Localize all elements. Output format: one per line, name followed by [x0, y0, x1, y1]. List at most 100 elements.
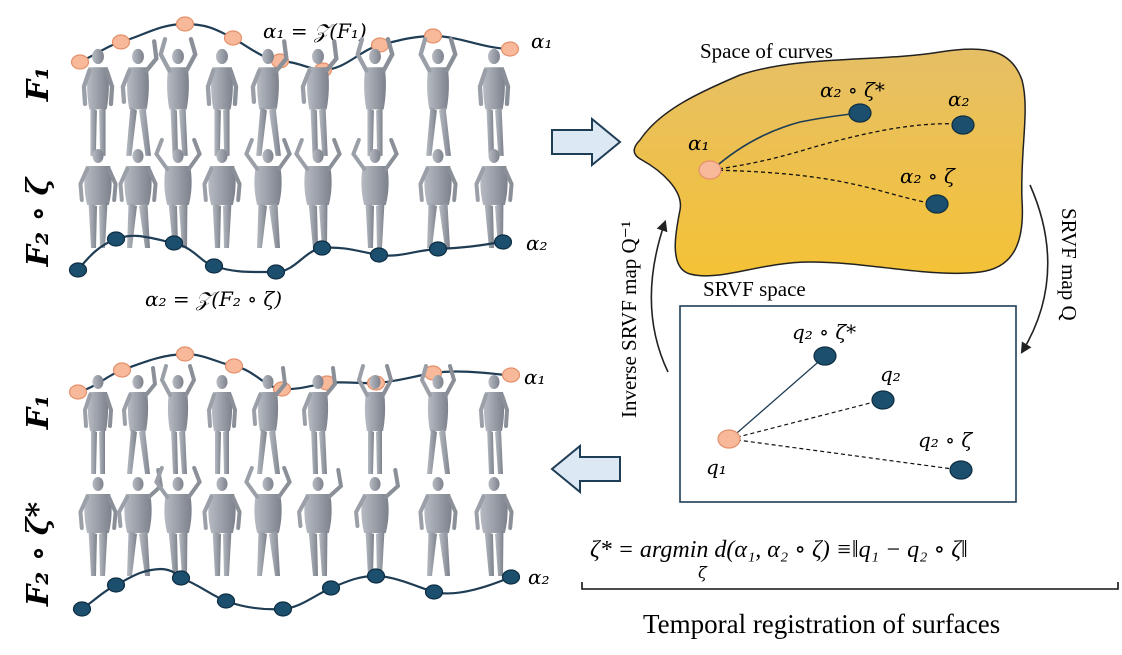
path-alpha1-alpha2 — [711, 123, 963, 171]
alpha2-node-bottom-2 — [106, 577, 126, 593]
alpha1-node-bottom-3 — [175, 346, 195, 362]
human-figure-icon — [82, 375, 114, 474]
alpha2-node-bottom-1 — [72, 601, 92, 617]
top-panel: F₁ F₂ ∘ ζ α₁ = 𝒵(F₁) α₁ α₂ α₂ = 𝒵(F₂ ∘ ζ… — [21, 16, 553, 311]
srvf-map-arrow — [1020, 184, 1049, 354]
human-figure-icon — [300, 39, 339, 156]
q2-label: q₂ — [880, 362, 901, 386]
alpha2-label-bottom: α₂ — [528, 565, 550, 589]
alpha1-node-top-2 — [111, 34, 131, 50]
human-figure-icon — [117, 468, 164, 576]
human-figure-icon — [474, 477, 514, 576]
alpha2-node-top-4 — [204, 258, 224, 274]
human-figure-icon — [244, 466, 292, 576]
block-arrow-left-icon — [550, 443, 621, 495]
inverse-srvf-map-arrow — [650, 219, 669, 373]
srvf-line-q1-q2-star — [729, 356, 825, 440]
human-figure-icon — [206, 375, 238, 474]
human-figure-icon — [159, 364, 197, 474]
alpha2-zeta-node — [925, 194, 949, 214]
human-figure-icon — [351, 138, 399, 248]
alpha2-node — [951, 115, 975, 135]
human-figure-icon — [418, 477, 458, 576]
alpha1-node-label: α₁ — [688, 131, 710, 155]
alpha1-node-top-4 — [223, 30, 243, 46]
human-figure-icon — [294, 138, 342, 248]
row-label-f2-zeta-star-bottom: F₂ ∘ ζ* — [21, 502, 56, 608]
space-of-curves: Space of curves α₁ α₂ ∘ ζ* α₂ α₂ ∘ ζ — [633, 39, 1026, 277]
alpha2-node-bottom-5 — [273, 601, 293, 617]
figure-row-f1-top — [81, 37, 511, 156]
space-of-curves-blob — [633, 48, 1026, 277]
alpha1-label-bottom: α₁ — [524, 365, 546, 389]
block-arrow-right-icon — [551, 116, 622, 168]
figure-row-f2-top — [78, 138, 514, 248]
srvf-map-label: SRVF map Q — [1057, 208, 1081, 321]
path-alpha1-alpha2-zeta — [711, 169, 937, 205]
q1-label: q₁ — [706, 455, 727, 479]
human-figure-icon — [81, 48, 115, 156]
alpha2-node-bottom-7 — [366, 568, 386, 584]
q2-star-node — [813, 346, 837, 366]
inverse-srvf-map-label: Inverse SRVF map Q⁻¹ — [617, 221, 641, 418]
alpha2-label-top: α₂ — [526, 231, 548, 255]
human-figure-icon — [419, 364, 457, 474]
alpha1-node-bottom-4 — [224, 358, 244, 374]
figure-row-f1-bottom — [82, 364, 510, 474]
human-figure-icon — [355, 37, 395, 156]
q2-zeta-node — [949, 460, 973, 480]
human-figure-icon — [477, 48, 511, 156]
caption: Temporal registration of surfaces — [643, 609, 1000, 639]
alpha1-node — [698, 160, 722, 180]
q2-star-label: q₂ ∘ ζ* — [792, 320, 856, 344]
row-label-f1-top: F₁ — [21, 67, 56, 102]
alpha2-node-label: α₂ — [948, 87, 970, 111]
alpha2-node-bottom-8 — [424, 584, 444, 600]
srvf-line-q1-q2-zeta — [729, 438, 961, 471]
srvf-space-title: SRVF space — [703, 277, 806, 301]
human-figure-icon — [78, 149, 118, 248]
human-figure-icon — [297, 468, 344, 576]
equation-brace — [581, 582, 1119, 590]
human-figure-icon — [251, 366, 288, 474]
alpha2-zeta-node-label: α₂ ∘ ζ — [900, 164, 956, 188]
alpha1-node-bottom-2 — [112, 362, 132, 378]
human-figure-icon — [250, 39, 289, 156]
human-figure-icon — [301, 366, 338, 474]
alpha2-node-bottom-9 — [501, 569, 521, 585]
alpha2-star-node-label: α₂ ∘ ζ* — [820, 78, 885, 102]
human-figure-icon — [474, 149, 514, 248]
alpha2-node-bottom-4 — [216, 593, 236, 609]
q2-node — [871, 390, 895, 410]
human-figure-icon — [120, 39, 159, 156]
human-figure-icon — [154, 138, 202, 248]
alpha1-node-top-1 — [70, 54, 90, 70]
registration-equation: ζ* = argmin d(α₁, α₂ ∘ ζ) ≡‖q₁ − q₂ ∘ ζ‖ — [590, 537, 968, 563]
alpha2-node-top-9 — [493, 234, 513, 250]
human-figure-icon — [121, 366, 158, 474]
human-figure-icon — [354, 468, 401, 576]
human-figure-icon — [154, 466, 202, 576]
srvf-line-q1-q2 — [729, 399, 883, 440]
bottom-panel: F₁ F₂ ∘ ζ* α₁ α₂ — [21, 346, 550, 617]
alpha2-node-bottom-3 — [171, 570, 191, 586]
q1-node — [717, 429, 741, 449]
alpha2-node-top-1 — [68, 262, 88, 278]
row-label-f1-bottom: F₁ — [21, 395, 56, 430]
human-figure-icon — [478, 375, 510, 474]
human-figure-icon — [202, 477, 242, 576]
alpha1-node-bottom-9 — [501, 367, 521, 383]
alpha2-node-top-8 — [428, 241, 448, 257]
human-figure-icon — [202, 149, 242, 248]
human-figure-icon — [244, 138, 292, 248]
human-figure-icon — [205, 48, 239, 156]
alpha1-equation: α₁ = 𝒵(F₁) — [263, 19, 367, 43]
space-of-curves-title: Space of curves — [700, 39, 833, 63]
srvf-space: SRVF space q₁ q₂ ∘ ζ* q₂ q₂ ∘ ζ — [679, 277, 1017, 503]
row-label-f2-zeta-top: F₂ ∘ ζ — [21, 175, 56, 267]
alpha1-node-top-9 — [500, 41, 520, 57]
alpha2-node-top-2 — [106, 231, 126, 247]
figure-row-f2-bottom — [78, 466, 514, 576]
alpha1-node-top-3 — [175, 16, 195, 32]
argmin-subscript: ζ — [698, 563, 708, 582]
